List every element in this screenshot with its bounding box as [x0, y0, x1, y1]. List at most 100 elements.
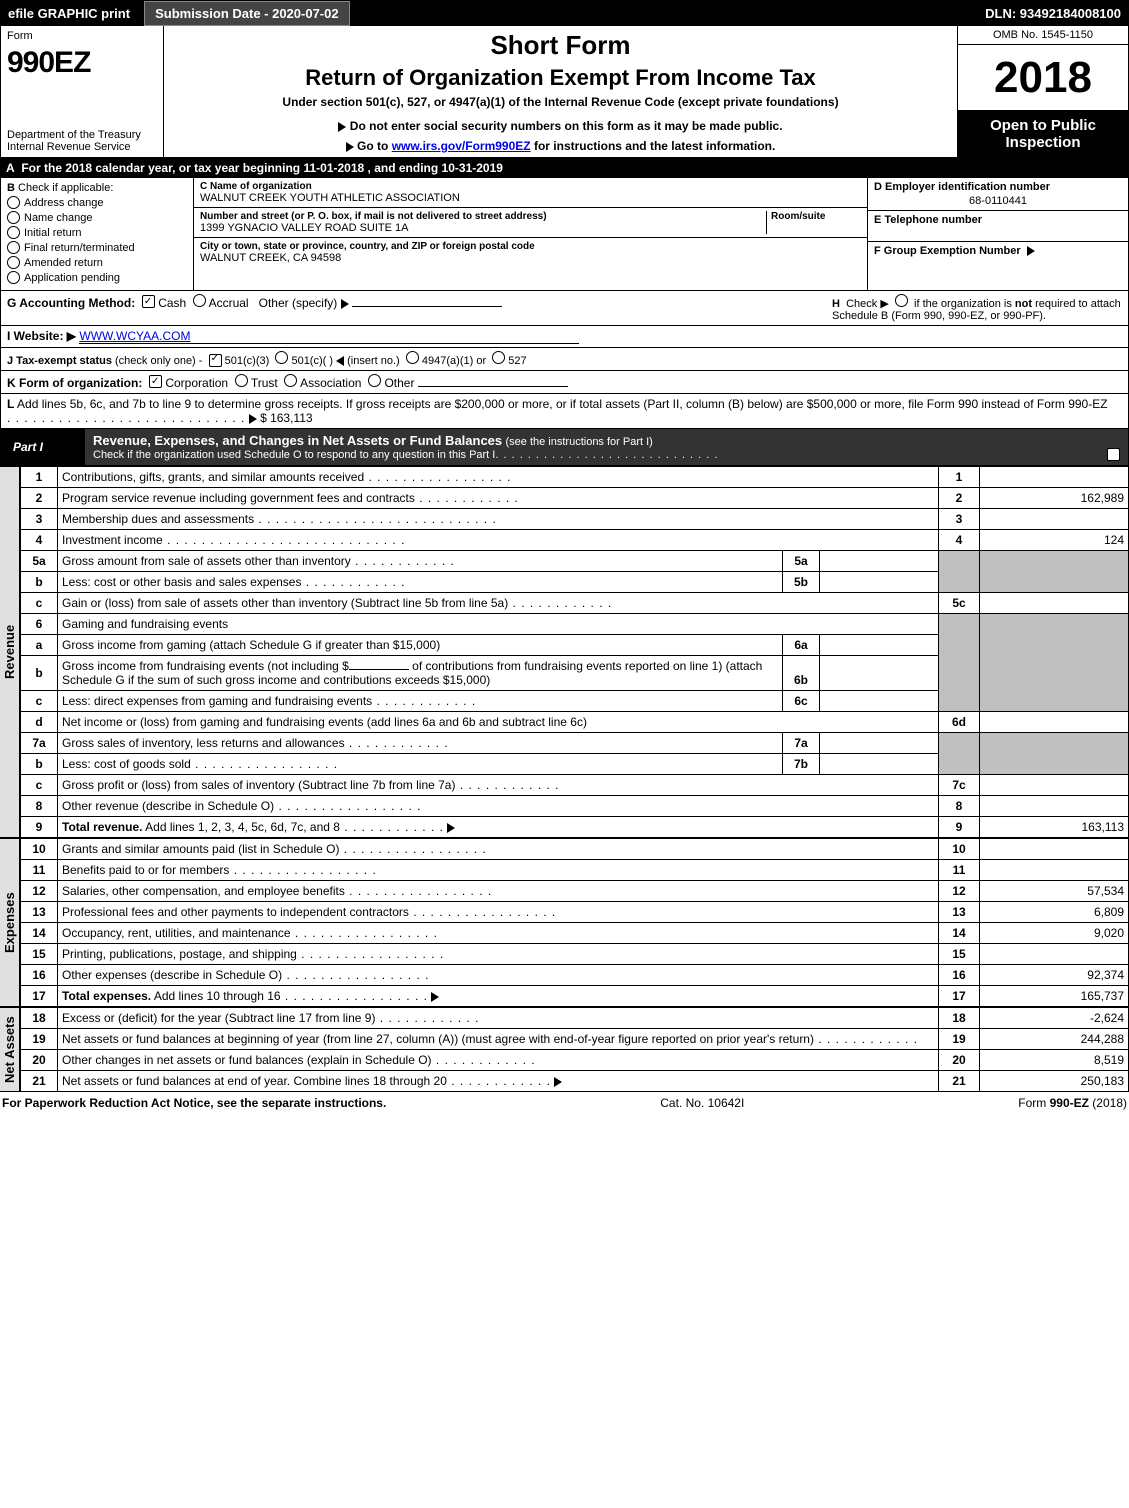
table-row: 16Other expenses (describe in Schedule O…	[21, 965, 1129, 986]
page-footer: For Paperwork Reduction Act Notice, see …	[0, 1092, 1129, 1114]
arrow-icon	[1027, 246, 1035, 256]
table-row: 21Net assets or fund balances at end of …	[21, 1071, 1129, 1092]
part-label: Part I	[1, 436, 85, 458]
table-row: 18Excess or (deficit) for the year (Subt…	[21, 1008, 1129, 1029]
table-row: 20Other changes in net assets or fund ba…	[21, 1050, 1129, 1071]
other-org-input[interactable]	[418, 386, 568, 387]
dln-label: DLN: 93492184008100	[985, 6, 1129, 21]
net-assets-tab: Net Assets	[0, 1007, 20, 1092]
table-row: cGross profit or (loss) from sales of in…	[21, 775, 1129, 796]
circle-icon[interactable]	[368, 374, 381, 387]
expenses-table: 10Grants and similar amounts paid (list …	[20, 838, 1129, 1007]
table-row: cGain or (loss) from sale of assets othe…	[21, 593, 1129, 614]
table-row: 14Occupancy, rent, utilities, and mainte…	[21, 923, 1129, 944]
revenue-table: 1Contributions, gifts, grants, and simil…	[20, 466, 1129, 838]
fundraising-amt-input[interactable]	[349, 669, 409, 670]
chk-name-change[interactable]: Name change	[7, 211, 187, 224]
city-label: City or town, state or province, country…	[200, 241, 861, 252]
arrow-icon	[341, 299, 349, 309]
table-row: 12Salaries, other compensation, and empl…	[21, 881, 1129, 902]
group-exemption-label: F Group Exemption Number	[874, 245, 1021, 257]
table-row: 7aGross sales of inventory, less returns…	[21, 733, 1129, 754]
table-row: 19Net assets or fund balances at beginni…	[21, 1029, 1129, 1050]
check-icon[interactable]	[1107, 448, 1120, 461]
chk-amended[interactable]: Amended return	[7, 256, 187, 269]
paperwork-notice: For Paperwork Reduction Act Notice, see …	[2, 1096, 386, 1110]
table-row: 5aGross amount from sale of assets other…	[21, 551, 1129, 572]
left-arrow-icon	[336, 356, 344, 366]
form-ref: Form 990-EZ (2018)	[1018, 1096, 1127, 1110]
circle-icon[interactable]	[492, 351, 505, 364]
expenses-tab: Expenses	[0, 838, 20, 1007]
table-row: 3Membership dues and assessments3	[21, 509, 1129, 530]
table-row: 17Total expenses. Add lines 10 through 1…	[21, 986, 1129, 1007]
chk-address-change[interactable]: Address change	[7, 196, 187, 209]
department-label: Department of the Treasury Internal Reve…	[7, 129, 157, 153]
arrow-icon	[554, 1077, 562, 1087]
circle-icon[interactable]	[275, 351, 288, 364]
goto-link-row: Go to www.irs.gov/Form990EZ for instruct…	[172, 139, 949, 153]
line-k: K Form of organization: Corporation Trus…	[0, 371, 1129, 394]
chk-pending[interactable]: Application pending	[7, 271, 187, 284]
circle-icon	[7, 271, 20, 284]
table-row: 8Other revenue (describe in Schedule O)8	[21, 796, 1129, 817]
table-row: 6Gaming and fundraising events	[21, 614, 1129, 635]
chk-final-return[interactable]: Final return/terminated	[7, 241, 187, 254]
period-bar: A For the 2018 calendar year, or tax yea…	[0, 158, 1129, 178]
part-title: Revenue, Expenses, and Changes in Net As…	[93, 433, 502, 448]
ssn-notice: Do not enter social security numbers on …	[172, 119, 949, 133]
circle-icon	[7, 256, 20, 269]
circle-icon[interactable]	[193, 294, 206, 307]
table-row: 15Printing, publications, postage, and s…	[21, 944, 1129, 965]
expenses-section: Expenses 10Grants and similar amounts pa…	[0, 838, 1129, 1007]
arrow-icon	[447, 823, 455, 833]
line-l-amount: $ 163,113	[260, 411, 313, 425]
org-name: WALNUT CREEK YOUTH ATHLETIC ASSOCIATION	[200, 192, 861, 204]
line-g-h: G Accounting Method: Cash Accrual Other …	[0, 291, 1129, 326]
form-title: Return of Organization Exempt From Incom…	[172, 65, 949, 91]
catalog-number: Cat. No. 10642I	[660, 1096, 744, 1110]
org-city: WALNUT CREEK, CA 94598	[200, 252, 861, 264]
check-icon[interactable]	[149, 375, 162, 388]
circle-icon[interactable]	[235, 374, 248, 387]
open-to-public: Open to Public Inspection	[958, 111, 1128, 157]
ein-value: 68-0110441	[874, 195, 1122, 207]
table-row: 9Total revenue. Add lines 1, 2, 3, 4, 5c…	[21, 817, 1129, 838]
chk-initial-return[interactable]: Initial return	[7, 226, 187, 239]
table-row: 1Contributions, gifts, grants, and simil…	[21, 467, 1129, 488]
header-center: Short Form Return of Organization Exempt…	[164, 26, 957, 157]
box-def: D Employer identification number 68-0110…	[867, 178, 1128, 290]
website-link[interactable]: WWW.WCYAA.COM	[79, 329, 579, 344]
line-l: L Add lines 5b, 6c, and 7b to line 9 to …	[0, 394, 1129, 429]
table-row: 11Benefits paid to or for members11	[21, 860, 1129, 881]
room-suite: Room/suite	[766, 211, 861, 234]
circle-icon	[7, 211, 20, 224]
line-j: J Tax-exempt status (check only one) - 5…	[0, 348, 1129, 371]
form-number: 990EZ	[7, 46, 157, 80]
net-assets-section: Net Assets 18Excess or (deficit) for the…	[0, 1007, 1129, 1092]
net-assets-table: 18Excess or (deficit) for the year (Subt…	[20, 1007, 1129, 1092]
submission-date: Submission Date - 2020-07-02	[144, 1, 350, 26]
omb-number: OMB No. 1545-1150	[958, 26, 1128, 45]
circle-icon[interactable]	[406, 351, 419, 364]
irs-link[interactable]: www.irs.gov/Form990EZ	[392, 139, 531, 153]
other-specify-input[interactable]	[352, 306, 502, 307]
circle-icon	[7, 196, 20, 209]
circle-icon	[7, 241, 20, 254]
info-grid: B Check if applicable: Address change Na…	[0, 178, 1129, 291]
org-address: 1399 YGNACIO VALLEY ROAD SUITE 1A	[200, 222, 766, 234]
phone-label: E Telephone number	[874, 214, 1122, 226]
table-row: 2Program service revenue including gover…	[21, 488, 1129, 509]
revenue-section: Revenue 1Contributions, gifts, grants, a…	[0, 466, 1129, 838]
table-row: 10Grants and similar amounts paid (list …	[21, 839, 1129, 860]
top-bar: efile GRAPHIC print Submission Date - 20…	[0, 0, 1129, 26]
circle-icon[interactable]	[284, 374, 297, 387]
efile-label[interactable]: efile GRAPHIC print	[0, 6, 138, 21]
box-b: B Check if applicable: Address change Na…	[1, 178, 194, 290]
short-form-title: Short Form	[172, 30, 949, 61]
check-icon[interactable]	[142, 295, 155, 308]
line-i: I Website: ▶ WWW.WCYAA.COM	[0, 326, 1129, 348]
addr-label: Number and street (or P. O. box, if mail…	[200, 211, 766, 222]
check-icon[interactable]	[209, 354, 222, 367]
circle-icon[interactable]	[895, 294, 908, 307]
